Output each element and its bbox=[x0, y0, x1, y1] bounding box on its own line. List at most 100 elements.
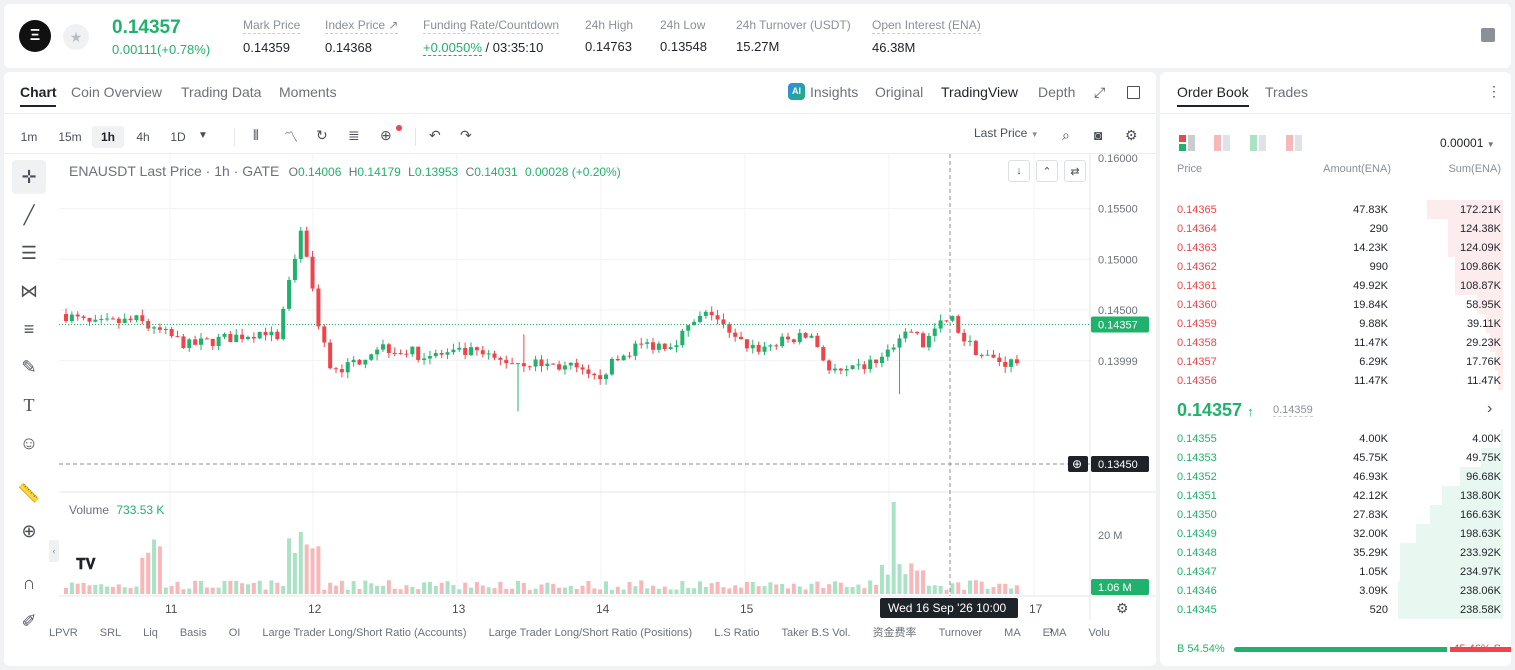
tab-trades[interactable]: Trades bbox=[1265, 84, 1309, 100]
pattern-icon[interactable]: ⋈ bbox=[20, 280, 38, 301]
ask-row[interactable]: 0.14360 19.84K 58.95K bbox=[1160, 295, 1511, 314]
zoom-in-icon[interactable]: ⊕ bbox=[21, 520, 37, 541]
view-asks-icon[interactable] bbox=[1214, 135, 1230, 151]
indicator-item[interactable]: LPVR bbox=[49, 627, 78, 639]
collapse-icon[interactable]: ⌃ bbox=[1036, 160, 1058, 182]
camera-icon[interactable]: ◙ bbox=[1094, 127, 1103, 143]
add-alert-icon[interactable]: ⊕ bbox=[380, 127, 392, 143]
horizontal-lines-icon[interactable]: ☰ bbox=[20, 242, 38, 263]
indicator-item[interactable]: Taker B.S Vol. bbox=[781, 627, 851, 639]
ask-row[interactable]: 0.14357 6.29K 17.76K bbox=[1160, 352, 1511, 371]
brush-icon[interactable]: ✎ bbox=[21, 356, 37, 377]
text-tool-icon[interactable]: T bbox=[23, 394, 35, 415]
candle-type-icon[interactable]: ⫴ bbox=[253, 127, 259, 143]
tab-coin-overview[interactable]: Coin Overview bbox=[71, 84, 163, 100]
indicator-item[interactable]: Large Trader Long/Short Ratio (Positions… bbox=[488, 627, 693, 639]
tab-trading-data[interactable]: Trading Data bbox=[181, 84, 262, 100]
collapse-toolbar-button[interactable]: ‹ bbox=[49, 540, 59, 562]
indicator-item[interactable]: MA bbox=[1004, 627, 1021, 639]
stat-funding-rate[interactable]: Funding Rate/Countdown +0.0050% / 03:35:… bbox=[423, 18, 560, 56]
window-icon[interactable] bbox=[1127, 86, 1140, 99]
candle-body bbox=[157, 327, 162, 330]
indicator-item[interactable]: EMA bbox=[1042, 627, 1067, 639]
template-icon[interactable]: ≣ bbox=[348, 127, 360, 143]
ask-row[interactable]: 0.14364 290 124.38K bbox=[1160, 219, 1511, 238]
ask-row[interactable]: 0.14359 9.88K 39.11K bbox=[1160, 314, 1511, 333]
bid-row[interactable]: 0.14350 27.83K 166.63K bbox=[1160, 505, 1511, 524]
indicator-item[interactable]: Large Trader Long/Short Ratio (Accounts) bbox=[262, 627, 467, 639]
precision-select[interactable]: 0.00001 ▼ bbox=[1440, 136, 1495, 150]
tab-original[interactable]: Original bbox=[875, 84, 924, 100]
bid-row[interactable]: 0.14345 520 238.58K bbox=[1160, 600, 1511, 619]
stat-mark-price[interactable]: Mark Price 0.14359 bbox=[243, 18, 301, 55]
bid-row[interactable]: 0.14347 1.05K 234.97K bbox=[1160, 562, 1511, 581]
tab-tradingview[interactable]: TradingView bbox=[941, 84, 1019, 100]
price-type-select[interactable]: Last Price ▼ bbox=[974, 126, 1039, 140]
more-icon[interactable]: ⋮ bbox=[1487, 83, 1501, 99]
ruler-icon[interactable]: 📏 bbox=[17, 482, 41, 503]
timeframe-dropdown-icon[interactable]: ▼ bbox=[198, 130, 208, 141]
favorite-star-icon[interactable]: ★ bbox=[63, 24, 89, 50]
search-icon[interactable]: ⌕ bbox=[1062, 127, 1070, 143]
indicator-item[interactable]: Basis bbox=[179, 627, 207, 639]
fib-icon[interactable]: ≡ bbox=[23, 318, 35, 339]
timeframe-1m[interactable]: 1m bbox=[20, 130, 38, 144]
refresh-icon[interactable]: ↻ bbox=[316, 127, 328, 143]
indicator-item[interactable]: L.S Ratio bbox=[714, 627, 760, 639]
chevron-right-icon[interactable]: › bbox=[1049, 623, 1053, 637]
ask-row[interactable]: 0.14365 47.83K 172.21K bbox=[1160, 200, 1511, 219]
ask-row[interactable]: 0.14361 49.92K 108.87K bbox=[1160, 276, 1511, 295]
bid-row[interactable]: 0.14349 32.00K 198.63K bbox=[1160, 524, 1511, 543]
chart-settings-icon[interactable]: ⚙ bbox=[1116, 600, 1129, 616]
tab-insights[interactable]: Insights bbox=[810, 84, 859, 100]
mid-price[interactable]: 0.14357 ↑ bbox=[1177, 400, 1254, 420]
bid-row[interactable]: 0.14346 3.09K 238.06K bbox=[1160, 581, 1511, 600]
trend-line-icon[interactable]: ╱ bbox=[23, 204, 35, 225]
candle-body bbox=[744, 339, 749, 349]
bid-row[interactable]: 0.14352 46.93K 96.68K bbox=[1160, 467, 1511, 486]
stat-open-interest[interactable]: Open Interest (ENA) 46.38M bbox=[872, 18, 981, 55]
redo-icon[interactable]: ↷ bbox=[460, 127, 472, 143]
magnet-icon[interactable]: ∩ bbox=[22, 572, 36, 593]
bid-row[interactable]: 0.14351 42.12K 138.80K bbox=[1160, 486, 1511, 505]
chevron-right-icon[interactable]: › bbox=[1487, 400, 1493, 417]
undo-icon[interactable]: ↶ bbox=[429, 127, 441, 143]
timeframe-4h[interactable]: 4h bbox=[136, 130, 150, 144]
indicator-item[interactable]: Volu bbox=[1088, 627, 1110, 639]
ask-row[interactable]: 0.14358 11.47K 29.23K bbox=[1160, 333, 1511, 352]
ai-insights-icon[interactable]: AI bbox=[788, 83, 805, 100]
tab-order-book[interactable]: Order Book bbox=[1177, 84, 1249, 100]
bid-row[interactable]: 0.14353 45.75K 49.75K bbox=[1160, 448, 1511, 467]
indicator-item[interactable]: Liq bbox=[143, 627, 158, 639]
fullscreen-icon[interactable]: ⤢ bbox=[1094, 84, 1106, 100]
timeframe-15m[interactable]: 15m bbox=[58, 130, 82, 144]
bid-row[interactable]: 0.14348 35.29K 233.92K bbox=[1160, 543, 1511, 562]
stat-index-price[interactable]: Index Price ↗ 0.14368 bbox=[325, 18, 399, 55]
candlestick-chart[interactable]: 0.16000 0.15500 0.15000 0.14500 0.13999 0.143… bbox=[4, 72, 1156, 666]
tab-depth[interactable]: Depth bbox=[1038, 84, 1076, 100]
bid-row[interactable]: 0.14355 4.00K 4.00K bbox=[1160, 429, 1511, 448]
swap-icon[interactable]: ⇄ bbox=[1064, 160, 1086, 182]
timeframe-1d[interactable]: 1D bbox=[170, 130, 186, 144]
ask-row[interactable]: 0.14356 11.47K 11.47K bbox=[1160, 371, 1511, 390]
view-both-icon[interactable] bbox=[1179, 135, 1195, 151]
emoji-icon[interactable]: ☺ bbox=[19, 432, 39, 453]
tab-moments[interactable]: Moments bbox=[279, 84, 337, 100]
book-icon[interactable] bbox=[1481, 28, 1495, 42]
crosshair-icon[interactable]: ✛ bbox=[12, 160, 46, 194]
pencil-lock-icon[interactable]: ✐ bbox=[21, 610, 37, 631]
tab-chart[interactable]: Chart bbox=[20, 84, 57, 100]
view-depth-icon[interactable] bbox=[1286, 135, 1302, 151]
volume-bar bbox=[703, 587, 708, 594]
ask-row[interactable]: 0.14363 14.23K 124.09K bbox=[1160, 238, 1511, 257]
settings-gear-icon[interactable]: ⚙ bbox=[1125, 127, 1138, 143]
timeframe-1h[interactable]: 1h bbox=[92, 126, 124, 148]
indicator-item[interactable]: OI bbox=[228, 627, 241, 639]
download-icon[interactable]: ↓ bbox=[1008, 160, 1030, 182]
indicators-icon[interactable]: 〽 bbox=[284, 129, 298, 145]
indicator-item[interactable]: 资金费率 bbox=[872, 627, 917, 639]
view-bids-icon[interactable] bbox=[1250, 135, 1266, 151]
indicator-item[interactable]: Turnover bbox=[938, 627, 983, 639]
ask-row[interactable]: 0.14362 990 109.86K bbox=[1160, 257, 1511, 276]
indicator-item[interactable]: SRL bbox=[99, 627, 122, 639]
